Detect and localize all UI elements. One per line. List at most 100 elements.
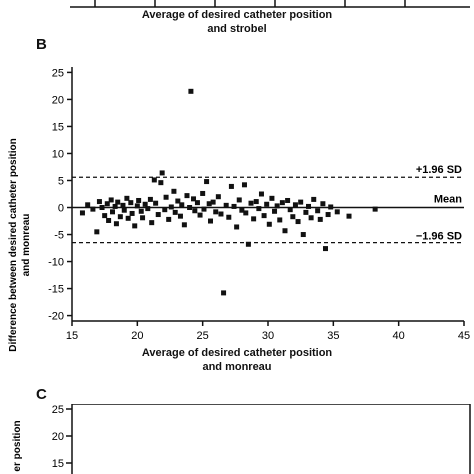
data-point (277, 217, 283, 223)
data-point (151, 177, 157, 183)
data-point (213, 209, 219, 215)
data-point (201, 206, 207, 212)
lower-loa-label: −1.96 SD (416, 231, 462, 243)
data-point (106, 217, 112, 223)
data-point (234, 224, 240, 230)
y-tick-label: -10 (48, 257, 64, 269)
data-point (191, 196, 197, 202)
data-point (197, 212, 203, 218)
data-point (251, 216, 257, 222)
data-point (322, 246, 328, 252)
data-point (210, 199, 216, 205)
data-point (272, 208, 278, 214)
y-tick-label: -15 (48, 284, 64, 296)
data-point (208, 218, 214, 224)
data-point (308, 215, 314, 221)
data-point (145, 206, 151, 212)
data-point (264, 201, 270, 207)
data-point (253, 199, 259, 205)
x-tick-label: 30 (262, 330, 274, 342)
data-point (258, 191, 264, 197)
data-point (158, 180, 164, 186)
y-tick-label: 20 (52, 94, 64, 106)
data-point (274, 203, 280, 209)
data-point (128, 200, 134, 206)
panel-c-ytick-20: 20 (52, 431, 64, 443)
data-point (162, 207, 168, 213)
mean-label: Mean (434, 194, 462, 206)
data-point (285, 197, 291, 203)
x-tick-label: 35 (327, 330, 339, 342)
data-point (129, 210, 135, 216)
data-point (166, 216, 172, 222)
data-point (102, 213, 108, 219)
data-point (155, 212, 161, 218)
data-point (279, 200, 285, 206)
data-point (194, 200, 200, 206)
x-tick-label: 40 (393, 330, 405, 342)
panel-c-ytick-25: 25 (52, 404, 64, 416)
data-point (200, 190, 206, 196)
panel-b-ylabel: Difference between desired catheter posi… (8, 138, 32, 351)
data-point (96, 199, 102, 205)
data-point (320, 201, 326, 207)
data-point (290, 214, 296, 220)
data-point (90, 206, 96, 212)
data-point (184, 193, 190, 199)
data-point (171, 188, 177, 194)
data-point (328, 204, 334, 210)
data-point (104, 201, 110, 207)
data-point (228, 183, 234, 189)
data-point (136, 197, 142, 203)
data-point (142, 201, 148, 207)
panel-a-xlabel-line1: Average of desired catheter position (141, 9, 333, 21)
panel-a-axis-remnant (70, 0, 470, 8)
data-point (325, 212, 331, 218)
panel-c-letter: C (36, 386, 47, 403)
data-point (132, 223, 138, 229)
y-tick-label: 10 (52, 148, 64, 160)
data-point (372, 206, 378, 212)
y-tick-label: 25 (52, 67, 64, 79)
x-tick-label: 25 (197, 330, 209, 342)
data-point (79, 210, 85, 216)
data-point (236, 197, 242, 203)
data-point (221, 290, 227, 296)
panel-b-xlabel-line2: and monreau (202, 361, 272, 373)
x-tick-label: 45 (458, 330, 470, 342)
data-point (168, 204, 174, 210)
data-point (204, 179, 210, 185)
data-point (147, 196, 153, 202)
data-point (306, 203, 312, 209)
data-point (110, 209, 116, 215)
data-point (99, 205, 105, 211)
data-point (317, 216, 323, 222)
data-point (223, 202, 229, 208)
data-point (311, 196, 317, 202)
y-tick-label: 15 (52, 121, 64, 133)
y-tick-label: -20 (48, 311, 64, 323)
panel-b-ylabel-line2: and monreau (21, 214, 32, 277)
data-point (241, 182, 247, 188)
panel-b-ylabel-line1: Difference between desired catheter posi… (8, 138, 19, 351)
data-point (215, 194, 221, 200)
data-point (120, 202, 126, 208)
data-point (282, 228, 288, 234)
x-tick-label: 20 (131, 330, 143, 342)
data-point (248, 200, 254, 206)
data-point (140, 215, 146, 221)
data-point (287, 207, 293, 213)
data-point (256, 206, 262, 212)
data-point (181, 222, 187, 228)
panel-b-xlabel-line1: Average of desired catheter position (141, 347, 333, 359)
data-point (179, 202, 185, 208)
data-point (113, 221, 119, 227)
data-point (292, 202, 298, 208)
x-tick-label: 15 (66, 330, 78, 342)
data-point (334, 209, 340, 215)
data-point (94, 229, 100, 235)
data-point (192, 208, 198, 214)
data-point (269, 195, 275, 201)
panel-c-frame (71, 404, 471, 474)
data-point (226, 214, 232, 220)
